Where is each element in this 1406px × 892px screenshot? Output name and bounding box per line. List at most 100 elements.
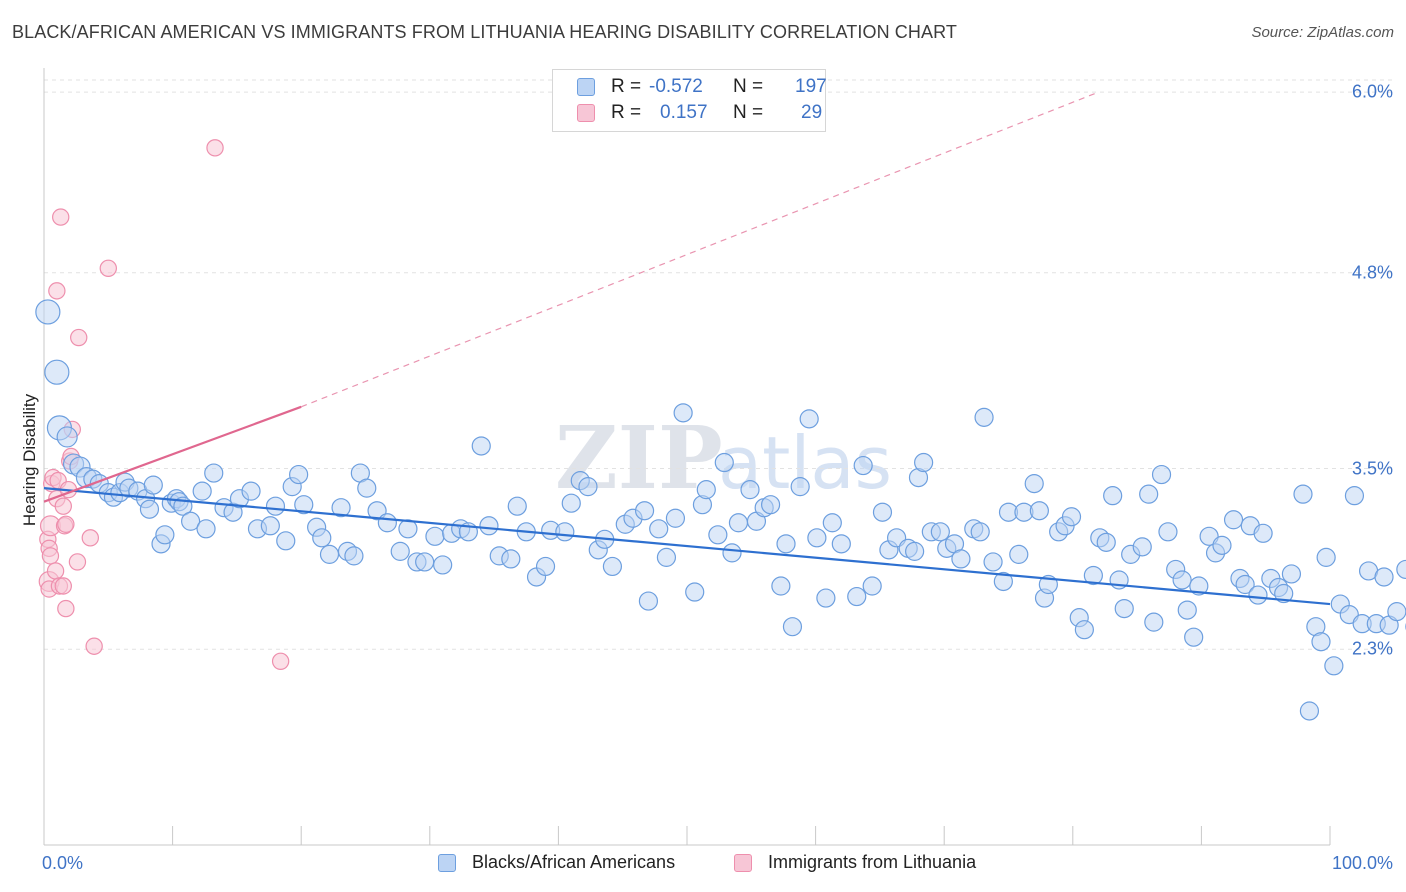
black-african-american-points: [35, 299, 1406, 721]
black-african-american-point: [507, 496, 527, 516]
black-african-american-point: [501, 549, 521, 569]
black-african-american-point: [760, 495, 781, 515]
lithuania-point: [271, 652, 290, 670]
lithuania-point: [52, 208, 70, 226]
black-african-american-point: [344, 546, 364, 566]
lithuania-point: [68, 553, 87, 571]
black-african-american-point: [1114, 598, 1134, 619]
black-african-american-point: [289, 464, 309, 485]
lithuania-point: [81, 529, 99, 547]
y-tick-label: 3.5%: [1351, 458, 1393, 479]
black-african-american-point: [776, 534, 796, 554]
black-african-american-point: [1029, 501, 1049, 521]
black-african-american-point: [790, 477, 810, 497]
trend-lines: [43, 91, 1331, 606]
black-african-american-point: [1324, 656, 1344, 676]
stats-legend: R = -0.572 N = 197 R = 0.157 N = 29: [552, 69, 827, 132]
black-african-american-point: [1387, 602, 1406, 622]
black-african-american-point: [425, 526, 445, 546]
black-african-american-point: [685, 582, 705, 602]
black-african-american-point: [1274, 583, 1294, 604]
black-african-american-point: [1396, 559, 1406, 580]
black-african-american-point: [357, 478, 377, 498]
black-african-american-point: [35, 299, 61, 325]
black-african-american-point: [56, 426, 78, 448]
black-african-american-point: [1374, 567, 1394, 587]
black-african-american-point: [471, 436, 491, 456]
black-african-american-point: [728, 513, 749, 533]
black-african-american-point: [312, 528, 332, 548]
black-african-american-point: [143, 475, 163, 495]
black-african-american-point: [1144, 612, 1164, 632]
black-african-american-point: [816, 588, 836, 608]
black-african-american-point: [1096, 532, 1116, 552]
black-african-american-point: [433, 555, 453, 575]
lithuania-point: [99, 259, 118, 277]
black-african-american-point: [561, 493, 581, 513]
black-african-american-point: [390, 541, 410, 561]
lithuania-point: [206, 139, 224, 157]
source-label: Source: ZipAtlas.com: [1251, 24, 1394, 41]
black-african-american-point: [970, 522, 990, 542]
lithuania-point: [57, 599, 75, 618]
legend-n-value: 197: [795, 76, 827, 97]
black-african-american-point: [649, 519, 669, 539]
x-tick-min: 0.0%: [42, 853, 84, 873]
black-african-american-point: [1293, 484, 1313, 504]
black-african-american-point: [722, 543, 742, 563]
black-african-american-point: [294, 495, 314, 515]
black-african-american-point: [319, 544, 340, 564]
lithuania-point: [46, 562, 65, 580]
black-african-american-point: [1223, 510, 1244, 530]
pink-swatch: [577, 104, 595, 122]
black-african-american-point: [276, 531, 296, 551]
black-african-american-point: [974, 407, 994, 427]
black-african-american-point: [555, 522, 575, 542]
black-african-american-point: [696, 480, 716, 500]
black-african-american-point: [847, 586, 867, 607]
legend-n-label: N =: [733, 102, 764, 123]
black-african-american-point: [862, 576, 882, 596]
black-african-american-point: [1235, 574, 1255, 595]
legend-label: Immigrants from Lithuania: [768, 852, 977, 872]
black-african-american-point: [1139, 484, 1159, 504]
black-african-american-point: [377, 513, 397, 533]
black-african-american-point: [807, 528, 827, 548]
black-african-american-point: [1172, 570, 1192, 590]
black-african-american-point: [578, 477, 598, 497]
black-african-american-point: [708, 525, 728, 545]
lithuania-trend-extension: [300, 91, 1099, 408]
black-african-american-point: [853, 455, 873, 476]
black-african-american-point: [479, 516, 499, 536]
black-african-american-point: [1281, 564, 1302, 584]
legend-label: Blacks/African Americans: [472, 852, 676, 872]
black-african-american-point: [398, 519, 418, 539]
black-african-american-point: [1189, 576, 1209, 596]
legend-n-label: N =: [733, 76, 764, 97]
black-african-american-point: [1344, 486, 1365, 506]
black-african-american-point: [1061, 507, 1082, 527]
black-african-american-point: [1299, 701, 1320, 721]
black-african-american-point: [930, 522, 950, 542]
black-african-american-point: [1184, 627, 1204, 647]
black-african-american-point: [983, 552, 1003, 572]
black-african-american-point: [331, 498, 351, 518]
black-african-american-point: [139, 499, 160, 519]
black-african-american-point: [204, 463, 224, 483]
legend-n-value: 29: [801, 102, 823, 123]
black-african-american-point: [714, 452, 734, 473]
axis-layer: [43, 68, 1331, 846]
black-african-american-point: [1151, 464, 1172, 485]
black-african-american-point: [241, 481, 261, 501]
black-african-american-point: [822, 513, 842, 533]
y-tick-label: 6.0%: [1351, 81, 1393, 102]
black-african-american-point: [1083, 565, 1103, 586]
x-tick-max: 100.0%: [1331, 853, 1393, 873]
legend-r-value: 0.157: [660, 102, 708, 123]
black-african-american-point: [951, 549, 971, 569]
black-african-american-point: [634, 501, 655, 521]
legend-r-value: -0.572: [649, 76, 703, 97]
watermark-zip: ZIP: [555, 408, 723, 509]
chart-title: BLACK/AFRICAN AMERICAN VS IMMIGRANTS FRO…: [12, 22, 957, 42]
black-african-american-point: [740, 480, 760, 500]
